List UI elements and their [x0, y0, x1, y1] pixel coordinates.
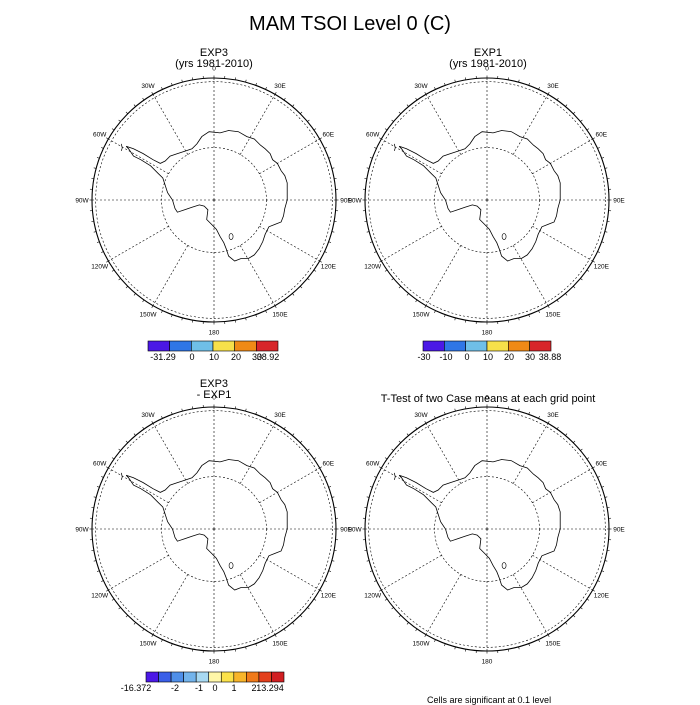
colorbar-swatch	[487, 341, 508, 351]
colorbar-swatch	[209, 672, 222, 682]
colorbar-label: 30	[525, 352, 535, 362]
colorbar-label: 38.88	[539, 352, 562, 362]
significance-footnote: Cells are significant at 0.1 level	[427, 695, 551, 705]
colorbar-swatch	[234, 672, 247, 682]
colorbar-label: 20	[504, 352, 514, 362]
colorbar-swatch	[170, 341, 192, 351]
colorbar-label: 0	[464, 352, 469, 362]
colorbar-label: -31.29	[150, 352, 176, 362]
colorbar-swatch	[148, 341, 170, 351]
colorbar-swatch	[146, 672, 159, 682]
colorbar-label: 20	[231, 352, 241, 362]
colorbar-swatch	[221, 672, 234, 682]
colorbar-label: 0	[212, 683, 217, 693]
colorbar-swatch	[246, 672, 259, 682]
colorbar-swatch	[213, 341, 235, 351]
colorbar-swatch	[184, 672, 197, 682]
colorbar-label: -1	[195, 683, 203, 693]
colorbar-label: 0	[189, 352, 194, 362]
colorbar-label: -30	[417, 352, 430, 362]
colorbar-swatch	[191, 341, 213, 351]
colorbar-exp1: -30 -10 0 10 20 30 38.88	[417, 341, 561, 362]
colorbar-swatch	[444, 341, 465, 351]
colorbar-label: -2	[171, 683, 179, 693]
colorbar-label: -16.372	[121, 683, 152, 693]
colorbar-swatch	[256, 341, 278, 351]
colorbar-swatch	[259, 672, 272, 682]
colorbar-swatch	[530, 341, 551, 351]
colorbar-swatch	[235, 341, 257, 351]
colorbar-label: 10	[483, 352, 493, 362]
colorbar-swatch	[508, 341, 529, 351]
colorbar-label: 10	[209, 352, 219, 362]
colorbar-swatch	[423, 341, 444, 351]
colorbar-label: 13.294	[256, 683, 284, 693]
colorbar-label: -10	[439, 352, 452, 362]
colorbar-swatch	[159, 672, 172, 682]
colorbar-swatch	[271, 672, 284, 682]
colorbar-swatch	[171, 672, 184, 682]
colorbar-swatch	[466, 341, 487, 351]
colorbar-label: 38.92	[257, 352, 280, 362]
colorbar-label: 1	[231, 683, 236, 693]
colorbar-swatch	[196, 672, 209, 682]
